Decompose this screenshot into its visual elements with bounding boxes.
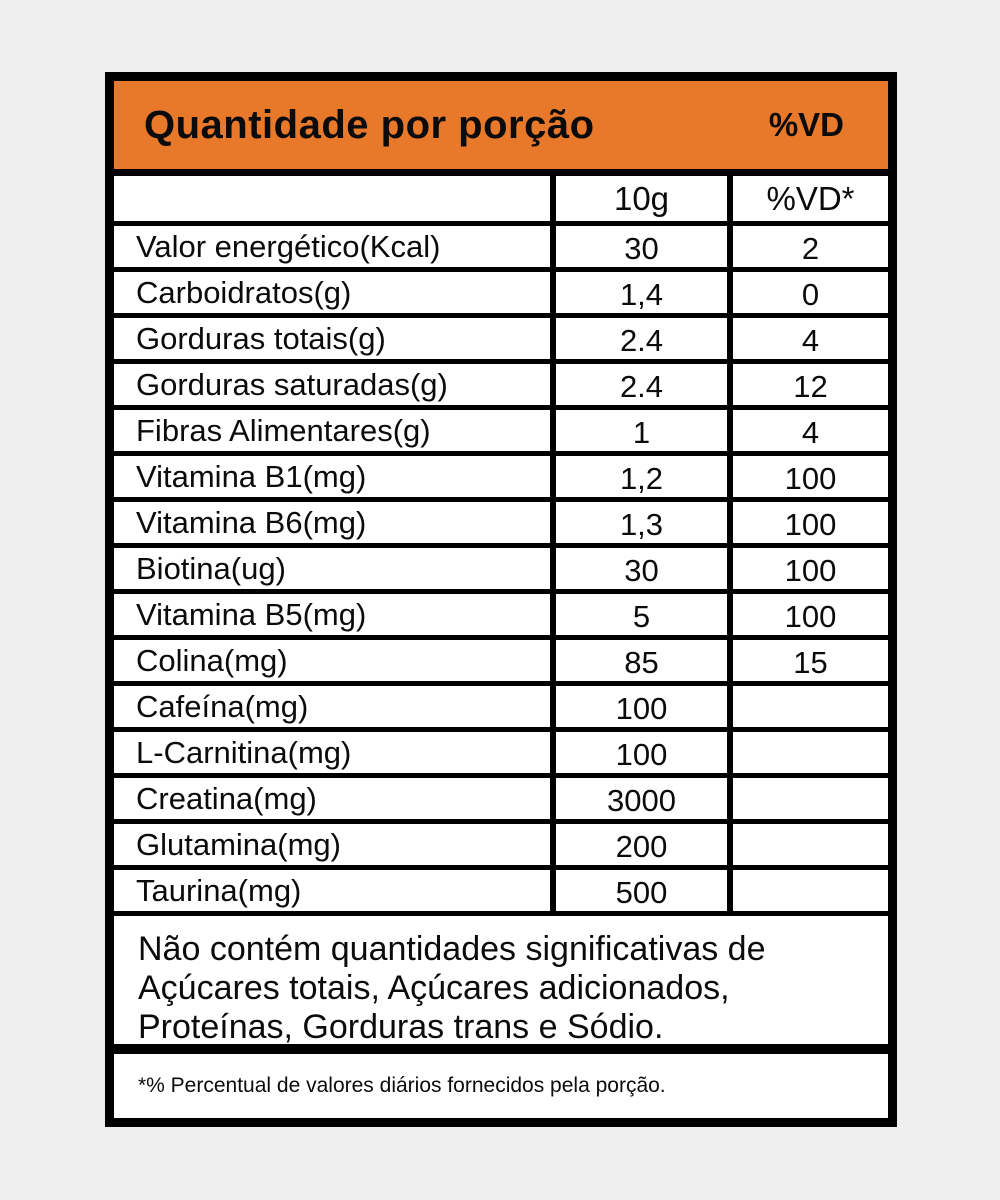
- nutrient-name: L-Carnitina(mg): [136, 734, 352, 770]
- nutrient-vd: 0: [727, 272, 888, 313]
- column-header-row: 10g %VD*: [114, 176, 888, 226]
- table-row: Cafeína(mg) 100: [114, 686, 888, 732]
- nutrient-name: Taurina(mg): [136, 872, 302, 908]
- nutrient-name: Cafeína(mg): [136, 688, 309, 724]
- nutrient-amount: 1,4: [550, 272, 727, 313]
- nutrient-amount: 30: [550, 226, 727, 267]
- nutrient-vd: 15: [727, 640, 888, 681]
- nutrient-amount: 2.4: [550, 318, 727, 359]
- table-row: Taurina(mg) 500: [114, 870, 888, 916]
- footnote-divider: [114, 1044, 888, 1054]
- nutrient-name: Carboidratos(g): [136, 274, 352, 310]
- nutrient-vd: 100: [727, 594, 888, 635]
- nutrient-vd: [727, 824, 888, 865]
- nutrient-name: Vitamina B1(mg): [136, 458, 367, 494]
- nutrient-amount: 3000: [550, 778, 727, 819]
- table-row: Fibras Alimentares(g) 1 4: [114, 410, 888, 456]
- header-vd-label: %VD: [768, 106, 844, 143]
- nutrient-amount: 2.4: [550, 364, 727, 405]
- table-row: Vitamina B1(mg) 1,2 100: [114, 456, 888, 502]
- nutrient-vd: 100: [727, 502, 888, 543]
- table-row: Carboidratos(g) 1,4 0: [114, 272, 888, 318]
- table-row: Gorduras saturadas(g) 2.4 12: [114, 364, 888, 410]
- table-row: Biotina(ug) 30 100: [114, 548, 888, 594]
- nutrient-amount: 100: [550, 732, 727, 773]
- column-header-vd: %VD*: [727, 176, 888, 221]
- nutrient-table: Valor energético(Kcal) 30 2 Carboidratos…: [114, 226, 888, 916]
- nutrient-name: Creatina(mg): [136, 780, 317, 816]
- table-row: Creatina(mg) 3000: [114, 778, 888, 824]
- nutrient-amount: 85: [550, 640, 727, 681]
- nutrient-vd: [727, 870, 888, 911]
- table-row: L-Carnitina(mg) 100: [114, 732, 888, 778]
- nutrient-name: Gorduras totais(g): [136, 320, 386, 356]
- nutrient-name: Gorduras saturadas(g): [136, 366, 448, 402]
- nutrient-name: Glutamina(mg): [136, 826, 341, 862]
- note-text: Não contém quantidades significativas de…: [138, 930, 766, 1046]
- nutrient-vd: [727, 732, 888, 773]
- table-row: Gorduras totais(g) 2.4 4: [114, 318, 888, 364]
- table-row: Colina(mg) 85 15: [114, 640, 888, 686]
- nutrient-name: Colina(mg): [136, 642, 288, 678]
- table-row: Glutamina(mg) 200: [114, 824, 888, 870]
- page-title: Quantidade por porção: [144, 102, 595, 147]
- table-row: Vitamina B5(mg) 5 100: [114, 594, 888, 640]
- nutrient-amount: 1: [550, 410, 727, 451]
- nutrient-amount: 500: [550, 870, 727, 911]
- nutrient-vd: 12: [727, 364, 888, 405]
- nutrient-vd: [727, 686, 888, 727]
- table-row: Valor energético(Kcal) 30 2: [114, 226, 888, 272]
- nutrition-label: Quantidade por porção %VD 10g %VD* Valor…: [105, 72, 897, 1127]
- nutrient-amount: 1,3: [550, 502, 727, 543]
- nutrient-vd: 4: [727, 318, 888, 359]
- table-row: Vitamina B6(mg) 1,3 100: [114, 502, 888, 548]
- nutrient-name: Biotina(ug): [136, 550, 286, 586]
- nutrient-vd: 4: [727, 410, 888, 451]
- header-band: Quantidade por porção %VD: [114, 81, 888, 176]
- nutrient-amount: 5: [550, 594, 727, 635]
- nutrient-name: Fibras Alimentares(g): [136, 412, 431, 448]
- nutrient-name: Valor energético(Kcal): [136, 228, 441, 264]
- nutrient-vd: 100: [727, 456, 888, 497]
- column-header-serving: 10g: [550, 176, 727, 221]
- nutrient-name: Vitamina B5(mg): [136, 596, 367, 632]
- nutrient-vd: [727, 778, 888, 819]
- nutrient-amount: 200: [550, 824, 727, 865]
- footnote-text: *% Percentual de valores diários forneci…: [138, 1074, 666, 1097]
- nutrient-amount: 1,2: [550, 456, 727, 497]
- nutrient-name: Vitamina B6(mg): [136, 504, 367, 540]
- nutrient-vd: 100: [727, 548, 888, 589]
- nutrient-amount: 30: [550, 548, 727, 589]
- nutrient-amount: 100: [550, 686, 727, 727]
- column-header-name: [114, 176, 550, 221]
- nutrient-vd: 2: [727, 226, 888, 267]
